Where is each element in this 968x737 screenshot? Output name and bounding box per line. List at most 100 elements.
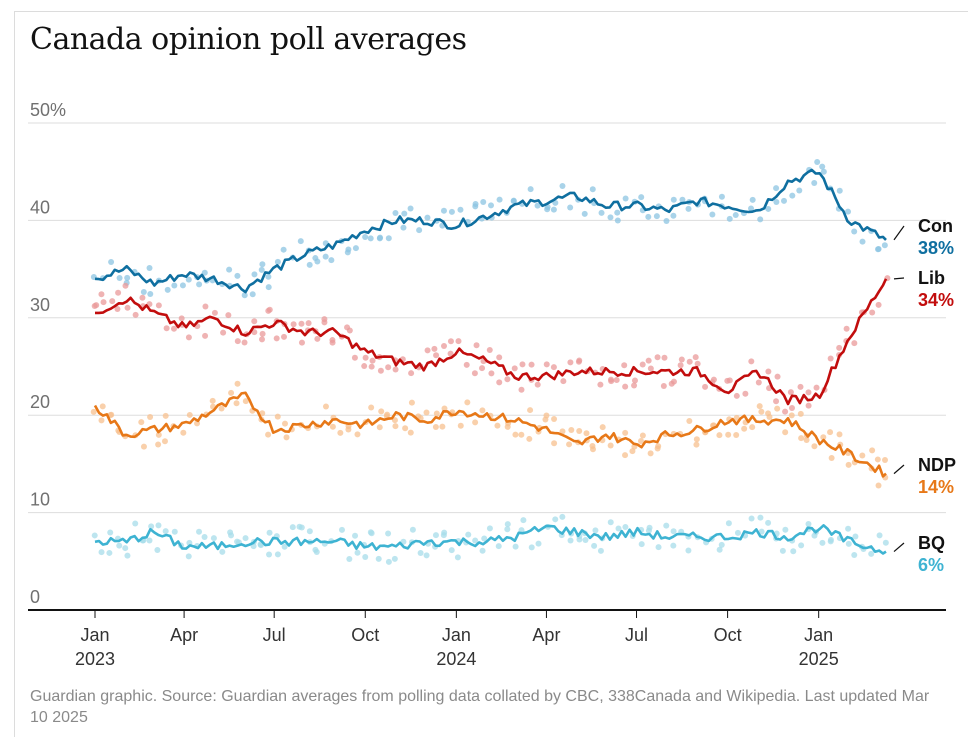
- poll-dot-lib: [805, 389, 812, 396]
- poll-dot-lib: [518, 386, 525, 393]
- poll-dot-con: [851, 228, 858, 235]
- poll-dot-lib: [496, 354, 503, 361]
- x-tick-label: Jan: [442, 625, 471, 645]
- poll-dot-bq: [645, 527, 652, 534]
- poll-dot-ndp: [432, 424, 439, 431]
- poll-dot-bq: [716, 546, 723, 553]
- poll-dot-lib: [122, 282, 129, 289]
- poll-dot-ndp: [441, 405, 448, 412]
- poll-dot-bq: [882, 539, 889, 546]
- poll-dot-con: [140, 288, 147, 295]
- x-tick-label: Oct: [714, 625, 742, 645]
- poll-dot-bq: [274, 551, 281, 558]
- poll-dot-lib: [259, 336, 266, 343]
- poll-dot-ndp: [368, 404, 375, 411]
- poll-dot-lib: [660, 382, 667, 389]
- poll-dot-con: [362, 233, 369, 240]
- poll-dot-ndp: [749, 424, 756, 431]
- poll-dot-con: [749, 196, 756, 203]
- poll-dot-lib: [185, 334, 192, 341]
- poll-dot-bq: [615, 525, 622, 532]
- poll-dot-ndp: [228, 389, 235, 396]
- poll-dot-con: [179, 282, 186, 289]
- poll-dot-ndp: [589, 446, 596, 453]
- poll-dot-bq: [122, 545, 129, 552]
- poll-dot-bq: [312, 546, 319, 553]
- poll-dot-ndp: [827, 429, 834, 436]
- series-line-lib: [95, 278, 888, 406]
- poll-dot-ndp: [376, 424, 383, 431]
- poll-dot-lib: [773, 398, 780, 405]
- poll-dot-bq: [362, 554, 369, 561]
- poll-dot-lib: [321, 319, 328, 326]
- poll-dot-con: [196, 281, 203, 288]
- poll-dot-bq: [805, 521, 812, 528]
- poll-dot-lib: [550, 364, 557, 371]
- poll-dot-bq: [448, 547, 455, 554]
- poll-dot-lib: [305, 320, 312, 327]
- poll-dot-ndp: [836, 431, 843, 438]
- poll-dot-con: [732, 212, 739, 219]
- poll-dot-bq: [782, 526, 789, 533]
- poll-dot-lib: [265, 307, 272, 314]
- poll-dot-lib: [678, 356, 685, 363]
- poll-dot-con: [306, 261, 313, 268]
- poll-dot-ndp: [568, 426, 575, 433]
- poll-dot-ndp: [242, 398, 249, 405]
- poll-dot-con: [314, 258, 321, 265]
- poll-dot-con: [814, 158, 821, 165]
- poll-dot-bq: [481, 535, 488, 542]
- series-value-label: 14%: [918, 477, 954, 497]
- poll-dot-lib: [220, 329, 227, 336]
- poll-dot-lib: [670, 378, 677, 385]
- poll-dot-bq: [528, 544, 535, 551]
- poll-dot-lib: [567, 359, 574, 366]
- poll-dot-ndp: [716, 432, 723, 439]
- y-tick-label: 40: [30, 197, 50, 217]
- x-tick-label: Jul: [625, 625, 648, 645]
- gridlines: [28, 122, 946, 514]
- series-line-ndp: [93, 391, 887, 478]
- poll-dot-lib: [788, 404, 795, 411]
- poll-dot-lib: [677, 362, 684, 369]
- poll-dot-lib: [433, 352, 440, 359]
- poll-dot-lib: [597, 381, 604, 388]
- poll-dot-ndp: [542, 416, 549, 423]
- poll-dot-lib: [441, 343, 448, 350]
- poll-dot-ndp: [479, 407, 486, 414]
- poll-dot-lib: [631, 377, 638, 384]
- poll-dot-lib: [519, 361, 526, 368]
- poll-dot-lib: [621, 362, 628, 369]
- poll-dot-lib: [560, 378, 567, 385]
- poll-dot-ndp: [725, 431, 732, 438]
- poll-dot-ndp: [494, 422, 501, 429]
- poll-dot-ndp: [378, 408, 385, 415]
- poll-dot-bq: [266, 551, 273, 558]
- poll-dot-bq: [352, 532, 359, 539]
- poll-dot-bq: [591, 542, 598, 549]
- poll-dot-con: [773, 198, 780, 205]
- poll-dot-lib: [486, 346, 493, 353]
- poll-dot-con: [607, 214, 614, 221]
- poll-dot-lib: [692, 354, 699, 361]
- poll-dot-con: [344, 249, 351, 256]
- poll-dot-bq: [552, 516, 559, 523]
- poll-dot-ndp: [551, 440, 558, 447]
- poll-dot-con: [171, 282, 178, 289]
- poll-dot-bq: [440, 532, 447, 539]
- poll-dot-bq: [851, 552, 858, 559]
- poll-dot-con: [392, 209, 399, 216]
- poll-dot-con: [274, 258, 281, 265]
- poll-dot-con: [108, 259, 115, 266]
- poll-dot-bq: [465, 531, 472, 538]
- poll-dot-ndp: [233, 400, 240, 407]
- poll-dot-ndp: [693, 436, 700, 443]
- poll-dot-ndp: [439, 423, 446, 430]
- poll-dot-lib: [805, 402, 812, 409]
- poll-dot-ndp: [472, 419, 479, 426]
- poll-dot-ndp: [283, 434, 290, 441]
- x-tick-label: Jan: [804, 625, 833, 645]
- poll-dot-ndp: [576, 428, 583, 435]
- series-line-con: [94, 168, 887, 294]
